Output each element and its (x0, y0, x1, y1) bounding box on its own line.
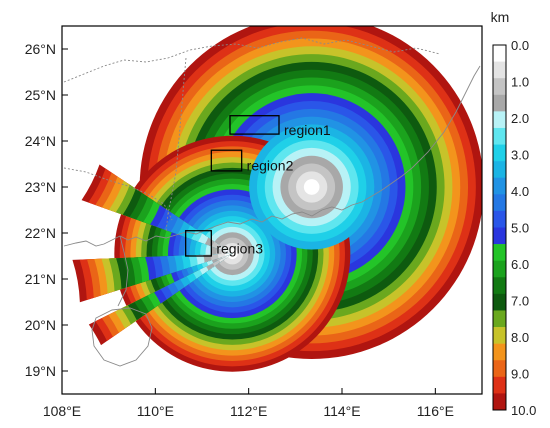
y-tick-label: 23°N (25, 179, 56, 195)
region-box-region1 (229, 115, 280, 135)
colorbar-swatch (493, 61, 506, 79)
colorbar-swatch (493, 244, 506, 261)
x-tick-label: 116°E (417, 403, 454, 419)
region-box-region3 (185, 230, 212, 257)
colorbar-label: 1.0 (511, 75, 529, 90)
colorbar-swatch (493, 111, 506, 129)
plot-area: region1 region2 region3 (61, 25, 483, 395)
colorbar-swatch (493, 161, 506, 179)
colorbar-swatch (493, 78, 506, 96)
y-tick-label: 21°N (25, 271, 56, 287)
colorbar-swatch (493, 260, 506, 278)
region-label-region1: region1 (284, 122, 331, 138)
colorbar-label: 3.0 (511, 148, 529, 163)
y-tick-label: 25°N (25, 87, 56, 103)
hainan-coast (91, 307, 153, 367)
colorbar-swatch (493, 94, 506, 112)
x-tick-label: 114°E (323, 403, 360, 419)
beam-1-level-0 (225, 253, 233, 256)
colorbar-swatch (493, 343, 506, 361)
colorbar-swatch (493, 227, 506, 245)
colorbar: km0.0 1.0 2.0 3.0 4.0 5.0 6.0 7.0 8.0 9.0 10.0 (491, 9, 537, 418)
y-tick-label: 20°N (25, 317, 56, 333)
province-border (63, 37, 441, 83)
colorbar-swatch (493, 45, 506, 62)
colorbar-label: 10.0 (511, 403, 536, 418)
colorbar-swatch (493, 376, 506, 394)
colorbar-label: 7.0 (511, 294, 529, 309)
colorbar-label: 6.0 (511, 257, 529, 272)
region-label-region3: region3 (216, 240, 263, 256)
colorbar-label: 0.0 (511, 38, 529, 53)
region-label-region2: region2 (247, 158, 294, 174)
colorbar-swatch (493, 194, 506, 212)
y-tick-label: 24°N (25, 133, 56, 149)
beam-2-level-0 (225, 253, 233, 258)
y-tick-label: 26°N (25, 41, 56, 57)
colorbar-swatch (493, 144, 506, 162)
y-tick-label: 22°N (25, 225, 56, 241)
colorbar-unit: km (491, 9, 510, 25)
colorbar-swatch (493, 293, 506, 311)
coverage-core-level-0 (303, 179, 320, 195)
province-border (165, 57, 187, 233)
region-box-region2 (210, 149, 243, 172)
colorbar-swatch (493, 393, 506, 411)
region-layer: region1 region2 region3 (185, 115, 331, 257)
coverage-layer (72, 26, 482, 372)
colorbar-label: 9.0 (511, 367, 529, 382)
colorbar-swatch (493, 360, 506, 378)
beam-0-level-0 (225, 249, 233, 254)
plot-frame (61, 25, 483, 395)
colorbar-swatch (493, 327, 506, 344)
colorbar-swatch (493, 210, 506, 228)
x-tick-label: 110°E (137, 403, 174, 419)
colorbar-label: 2.0 (511, 111, 529, 126)
y-tick-label: 19°N (25, 363, 56, 379)
y-axis: 26°N 25°N 24°N 23°N 22°N 21°N 20°N 19°N (25, 41, 68, 379)
colorbar-label: 8.0 (511, 330, 529, 345)
leizhou-coast (117, 235, 129, 307)
colorbar-swatch (493, 310, 506, 328)
colorbar-swatch (493, 277, 506, 295)
colorbar-frame (492, 44, 507, 411)
colorbar-label: 5.0 (511, 221, 529, 236)
x-tick-label: 112°E (230, 403, 267, 419)
coastline (63, 65, 481, 247)
x-tick-label: 108°E (43, 403, 81, 419)
colorbar-swatch (493, 127, 506, 145)
coverage-ring-level-0 (226, 248, 238, 260)
colorbar-swatch (493, 177, 506, 195)
colorbar-label: 4.0 (511, 184, 529, 199)
coastline-layer (63, 37, 481, 367)
x-axis: 108°E 110°E 112°E 114°E 116°E (43, 388, 454, 419)
